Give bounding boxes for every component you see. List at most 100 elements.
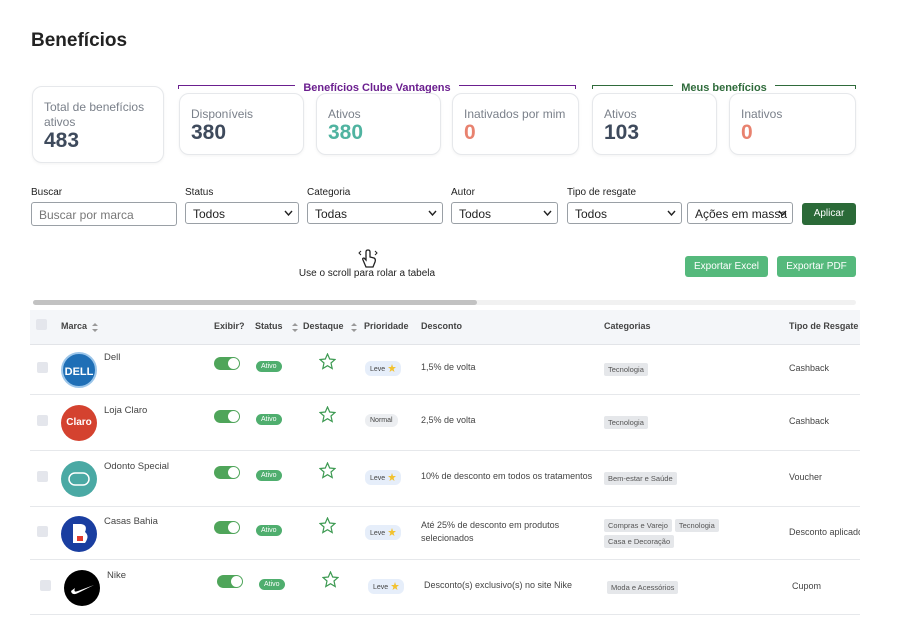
- chevron: [778, 210, 787, 216]
- brand-name: Nike: [107, 569, 127, 581]
- priority-text: Leve: [370, 529, 386, 537]
- table: Marca Exibir? Status Destaque Prioridade Desc…: [30, 310, 860, 620]
- category-chip: Moda e Acessórios: [607, 580, 679, 594]
- star-icon: [318, 352, 337, 370]
- column-header: Exibir?: [214, 321, 245, 331]
- chevron: [428, 210, 437, 216]
- apply-button[interactable]: Aplicar: [802, 203, 856, 225]
- highlight-star[interactable]: [318, 352, 337, 375]
- header-checkbox[interactable]: [36, 319, 47, 330]
- select-value: Todas: [315, 207, 348, 221]
- redemption-type: Cupom: [792, 580, 822, 591]
- discount-text: Até 25% de desconto em produtos selecion…: [421, 519, 560, 543]
- sort-icon[interactable]: [92, 323, 98, 332]
- filter-label: Status: [185, 187, 214, 198]
- stat-label: Inativados por mim: [464, 107, 566, 121]
- redemption-type: Desconto aplicado: [789, 526, 860, 537]
- display-toggle[interactable]: [214, 410, 240, 423]
- star-icon: [318, 405, 337, 423]
- priority-badge: Leve: [368, 578, 405, 594]
- export-excel-button[interactable]: Exportar Excel: [685, 256, 768, 277]
- select-value: Todos: [575, 207, 608, 221]
- highlight-star[interactable]: [318, 405, 337, 428]
- stat-value: 0: [741, 121, 753, 144]
- category-chip: Compras e Varejo: [604, 518, 672, 532]
- brand-logo: DELL: [61, 352, 97, 388]
- star-icon: [318, 516, 337, 534]
- brand-logo: [64, 569, 100, 606]
- filter-label: Buscar: [31, 187, 63, 198]
- column-header: Desconto: [421, 321, 463, 331]
- status-badge: Ativo: [256, 524, 282, 536]
- discount-text: 2,5% de volta: [421, 415, 476, 425]
- highlight-star[interactable]: [318, 516, 337, 539]
- select-value: Ações em massa: [695, 207, 788, 221]
- filter-select[interactable]: Todos: [185, 202, 299, 224]
- filter-select[interactable]: Todos: [451, 202, 558, 224]
- group-title-text: Benefícios Clube Vantagens: [295, 82, 459, 94]
- categories: Tecnologia: [604, 416, 754, 432]
- row-checkbox[interactable]: [37, 362, 48, 373]
- stat-card: Ativos 380: [316, 93, 441, 155]
- row-checkbox[interactable]: [37, 525, 48, 537]
- stat-label: Inativos: [741, 107, 783, 121]
- filter-select[interactable]: Ações em massa: [687, 202, 793, 224]
- search-input[interactable]: Buscar por marca: [31, 202, 177, 226]
- row-checkbox[interactable]: [37, 415, 48, 426]
- stat-label: Disponíveis: [191, 107, 254, 121]
- sort-icon[interactable]: [291, 323, 298, 332]
- category-chip: Tecnologia: [604, 416, 648, 429]
- status-badge: Ativo: [256, 470, 282, 481]
- logo-icon: [73, 523, 88, 543]
- redemption-type: Cashback: [789, 363, 830, 373]
- scrollbar-thumb[interactable]: [33, 300, 477, 305]
- display-toggle[interactable]: [214, 357, 240, 370]
- display-toggle[interactable]: [214, 466, 240, 479]
- row-divider: [30, 394, 860, 395]
- priority-star: [388, 527, 397, 536]
- row-checkbox[interactable]: [40, 579, 51, 591]
- priority-badge: Normal: [365, 414, 398, 427]
- filter-select[interactable]: Todas: [307, 202, 443, 224]
- column-header: Tipo de Resgate: [789, 321, 859, 331]
- row-divider: [30, 450, 860, 451]
- priority-text: Leve: [373, 583, 389, 591]
- filter-label: Categoria: [307, 187, 351, 198]
- brand-name: Dell: [104, 352, 121, 363]
- select-value: Todos: [193, 207, 226, 221]
- logo-text: Claro: [66, 417, 92, 428]
- scroll-hint: Use o scroll para rolar a tabela: [298, 268, 436, 279]
- toggle-knob: [228, 358, 239, 369]
- display-toggle[interactable]: [217, 574, 243, 588]
- stat-label: Total de benefícios ativos: [44, 100, 145, 129]
- sort-icon[interactable]: [350, 323, 357, 332]
- logo-icon: [68, 472, 90, 486]
- status-badge: Ativo: [256, 414, 282, 425]
- page-title: Benefícios: [31, 30, 128, 51]
- search-placeholder: Buscar por marca: [39, 208, 134, 222]
- category-chip: Tecnologia: [604, 363, 648, 376]
- chevron: [543, 210, 552, 216]
- filter-label: Autor: [451, 187, 475, 198]
- priority-star: [388, 364, 397, 372]
- highlight-star[interactable]: [321, 570, 340, 593]
- brand-logo: [61, 461, 97, 497]
- stat-value: 483: [44, 129, 80, 152]
- stat-card: Inativados por mim 0: [452, 93, 579, 155]
- stat-card: Ativos 103: [592, 93, 717, 155]
- status-badge: Ativo: [259, 578, 285, 590]
- filter-select[interactable]: Todos: [567, 202, 682, 224]
- highlight-star[interactable]: [318, 461, 337, 484]
- select-value: Todos: [459, 207, 492, 221]
- display-toggle[interactable]: [214, 520, 240, 534]
- group-title-text: Meus benefícios: [673, 82, 775, 94]
- column-header: Marca: [61, 321, 88, 331]
- priority-badge: Leve: [365, 470, 402, 485]
- export-pdf-button[interactable]: Exportar PDF: [777, 256, 856, 277]
- stat-value: 0: [464, 121, 476, 144]
- row-divider: [30, 614, 860, 615]
- row-checkbox[interactable]: [37, 471, 48, 482]
- group-title: Meus benefícios: [592, 78, 856, 96]
- logo-text: DELL: [64, 366, 94, 378]
